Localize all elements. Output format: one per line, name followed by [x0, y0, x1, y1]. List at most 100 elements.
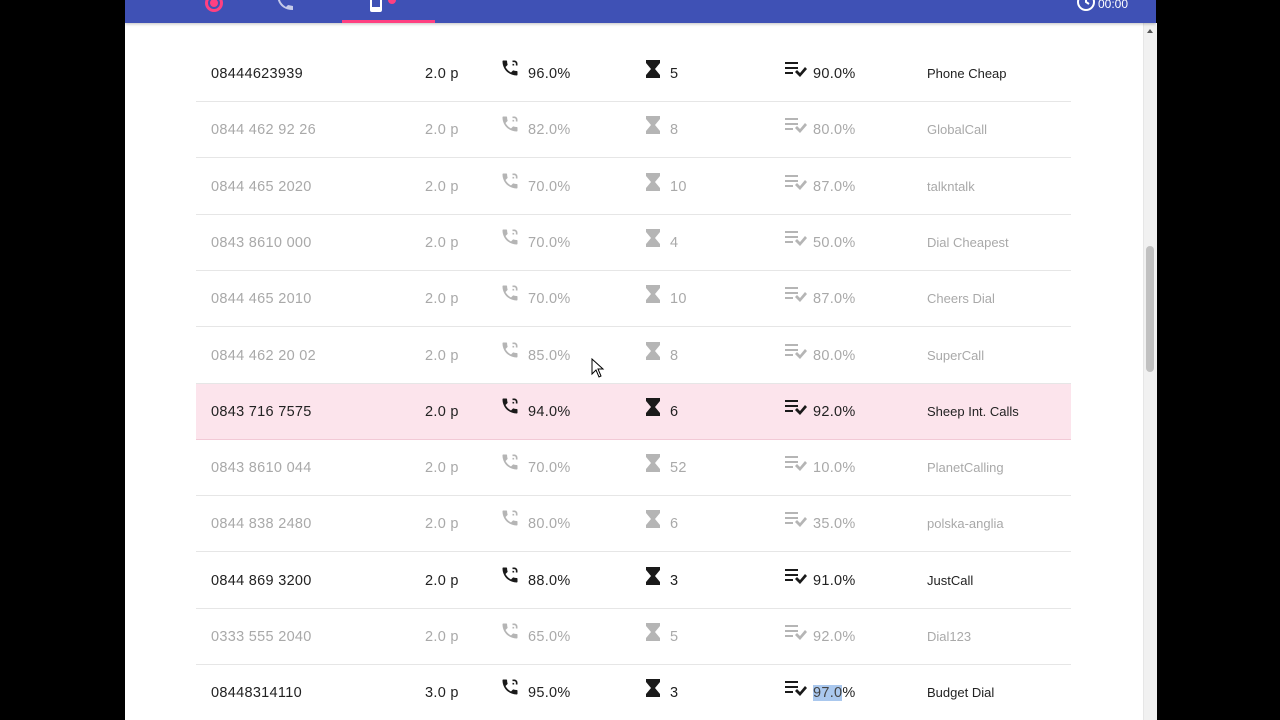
answer-rate: 80.0%	[500, 496, 571, 552]
table-row[interactable]: 0844 462 20 02 2.0 p 85.0% 8 80.0% SuperCall	[196, 328, 1071, 384]
table-row[interactable]: 0844 465 2010 2.0 p 70.0% 10 87.0% Cheers Dia…	[196, 271, 1071, 328]
provider-name: Sheep Int. Calls	[927, 403, 1019, 419]
phone-number: 08444623939	[211, 66, 304, 82]
quality-rate: 50.0%	[785, 215, 856, 271]
playlist-check-icon	[785, 102, 807, 158]
phone-in-talk-icon	[500, 159, 520, 215]
price-per-minute: 2.0 p	[425, 460, 459, 477]
quality-rate-value: 91.0%	[813, 572, 856, 589]
answer-rate: 94.0%	[500, 384, 571, 440]
phone-number: 0843 8610 000	[211, 234, 312, 251]
answer-rate: 96.0%	[500, 46, 571, 102]
wait-time-value: 4	[670, 234, 679, 251]
table-row[interactable]: 08448314110 3.0 p 95.0% 3 97.0% Budget Dial	[196, 665, 1071, 720]
table-row[interactable]: 0843 8610 000 2.0 p 70.0% 4 50.0% Dial Cheape…	[196, 215, 1071, 271]
answer-rate: 85.0%	[500, 328, 571, 384]
wait-time: 3	[646, 665, 678, 720]
wait-time: 6	[646, 496, 678, 552]
answer-rate-value: 94.0%	[528, 403, 571, 420]
playlist-check-icon	[785, 271, 807, 327]
phone-number: 0333 555 2040	[211, 629, 312, 645]
table-row[interactable]: 08444623939 2.0 p 96.0% 5 90.0% Phone Cheap	[196, 46, 1071, 102]
table-row[interactable]: 0844 462 92 26 2.0 p 82.0% 8 80.0% GlobalCall	[196, 102, 1071, 159]
quality-rate-value: 87.0%	[813, 178, 856, 195]
phone-number: 0844 462 92 26	[211, 122, 316, 139]
answer-rate-value: 95.0%	[528, 685, 571, 702]
price-per-minute: 2.0 p	[425, 516, 459, 533]
table-row[interactable]: 0333 555 2040 2.0 p 65.0% 5 92.0% Dial123	[196, 609, 1071, 665]
quality-rate-value: 92.0%	[813, 629, 856, 645]
phone-in-talk-icon	[500, 609, 520, 665]
answer-rate: 65.0%	[500, 609, 571, 665]
quality-rate: 87.0%	[785, 271, 856, 327]
table-row[interactable]: 0844 838 2480 2.0 p 80.0% 6 35.0% polska-angl…	[196, 496, 1071, 553]
answer-rate: 82.0%	[500, 102, 571, 158]
quality-rate-value: 80.0%	[813, 122, 856, 139]
globe-tab-icon[interactable]	[203, 0, 225, 19]
quality-rate: 80.0%	[785, 102, 856, 158]
wait-time: 4	[646, 215, 678, 271]
wait-time-value: 5	[670, 629, 679, 645]
provider-name: PlanetCalling	[927, 460, 1004, 476]
table-row[interactable]: 0843 8610 044 2.0 p 70.0% 52 10.0% PlanetCall…	[196, 440, 1071, 497]
vertical-scrollbar[interactable]	[1143, 23, 1157, 720]
wait-time: 52	[646, 440, 687, 496]
phone-in-talk-icon	[500, 665, 520, 720]
answer-rate: 70.0%	[500, 215, 571, 271]
quality-rate-value: 97.0%	[813, 665, 856, 720]
mouse-cursor-icon	[591, 357, 605, 383]
answer-rate: 70.0%	[500, 271, 571, 327]
phone-number: 0844 838 2480	[211, 516, 312, 533]
answer-rate-value: 70.0%	[528, 291, 571, 308]
quality-rate: 92.0%	[785, 384, 856, 440]
answer-rate-value: 88.0%	[528, 572, 571, 589]
price-per-minute: 2.0 p	[425, 66, 459, 82]
hourglass-icon	[646, 271, 660, 327]
wait-time: 10	[646, 159, 687, 215]
table-row[interactable]: 0844 465 2020 2.0 p 70.0% 10 87.0% talkntalk	[196, 159, 1071, 215]
phone-in-talk-icon	[500, 102, 520, 158]
quality-rate-value: 50.0%	[813, 234, 856, 251]
wait-time-value: 3	[670, 572, 679, 589]
wait-time-value: 10	[670, 291, 687, 308]
phone-in-talk-icon	[500, 46, 520, 102]
table-row[interactable]: 0843 716 7575 2.0 p 94.0% 6 92.0% Sheep Int. …	[196, 383, 1071, 440]
quality-rate-value: 92.0%	[813, 403, 856, 420]
phone-number: 08448314110	[211, 685, 302, 702]
quality-rate: 35.0%	[785, 496, 856, 552]
provider-name: Phone Cheap	[927, 66, 1007, 81]
playlist-check-icon	[785, 46, 807, 102]
hourglass-icon	[646, 159, 660, 215]
phone-number: 0843 8610 044	[211, 460, 312, 477]
hourglass-icon	[646, 102, 660, 158]
phone-tab-icon[interactable]	[273, 0, 297, 19]
hourglass-icon	[646, 384, 660, 440]
price-per-minute: 2.0 p	[425, 347, 459, 364]
wait-time: 3	[646, 553, 678, 609]
quality-rate-value: 10.0%	[813, 460, 856, 477]
answer-rate: 70.0%	[500, 159, 571, 215]
answer-rate-value: 70.0%	[528, 178, 571, 195]
table-row[interactable]: 0844 869 3200 2.0 p 88.0% 3 91.0% JustCall	[196, 553, 1071, 609]
quality-rate: 87.0%	[785, 159, 856, 215]
provider-name: Dial123	[927, 629, 972, 644]
scrollbar-thumb[interactable]	[1146, 246, 1154, 372]
mobile-tab-icon[interactable]	[368, 0, 398, 19]
scroll-up-arrow-icon[interactable]	[1147, 29, 1153, 33]
provider-name: polska-anglia	[927, 516, 1004, 532]
clock-text: 00:00	[1097, 0, 1128, 11]
price-per-minute: 2.0 p	[425, 122, 459, 139]
phone-in-talk-icon	[500, 440, 520, 496]
clock-icon	[1076, 0, 1096, 15]
app-viewport: 00:00 08444623939 2.0 p 96.0% 5 90.0% Phone C…	[125, 0, 1156, 720]
phone-in-talk-icon	[500, 215, 520, 271]
wait-time-value: 6	[670, 403, 679, 420]
playlist-check-icon	[785, 328, 807, 384]
hourglass-icon	[646, 665, 660, 720]
provider-name: Cheers Dial	[927, 291, 995, 307]
answer-rate-value: 70.0%	[528, 460, 571, 477]
playlist-check-icon	[785, 215, 807, 271]
playlist-check-icon	[785, 159, 807, 215]
phone-in-talk-icon	[500, 271, 520, 327]
hourglass-icon	[646, 609, 660, 665]
